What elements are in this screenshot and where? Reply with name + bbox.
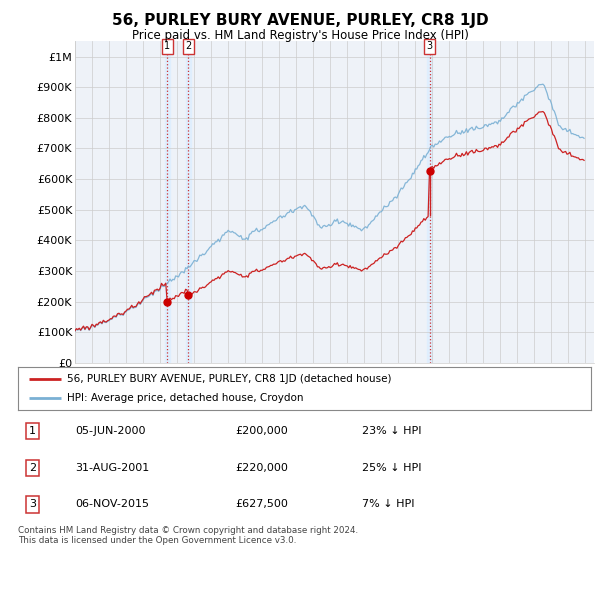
Text: 2: 2	[185, 41, 191, 51]
Text: £220,000: £220,000	[236, 463, 289, 473]
Bar	[186, 41, 191, 363]
Text: Price paid vs. HM Land Registry's House Price Index (HPI): Price paid vs. HM Land Registry's House …	[131, 29, 469, 42]
Text: 1: 1	[164, 41, 170, 51]
Text: HPI: Average price, detached house, Croydon: HPI: Average price, detached house, Croy…	[67, 394, 303, 404]
Bar	[165, 41, 170, 363]
Text: 3: 3	[29, 500, 36, 509]
Text: £627,500: £627,500	[236, 500, 289, 509]
Text: 56, PURLEY BURY AVENUE, PURLEY, CR8 1JD: 56, PURLEY BURY AVENUE, PURLEY, CR8 1JD	[112, 13, 488, 28]
Text: 05-JUN-2000: 05-JUN-2000	[76, 427, 146, 436]
Text: 23% ↓ HPI: 23% ↓ HPI	[362, 427, 421, 436]
Text: 06-NOV-2015: 06-NOV-2015	[76, 500, 149, 509]
Text: 25% ↓ HPI: 25% ↓ HPI	[362, 463, 421, 473]
Text: 3: 3	[427, 41, 433, 51]
Text: £200,000: £200,000	[236, 427, 289, 436]
Text: Contains HM Land Registry data © Crown copyright and database right 2024.
This d: Contains HM Land Registry data © Crown c…	[18, 526, 358, 545]
Text: 7% ↓ HPI: 7% ↓ HPI	[362, 500, 415, 509]
Text: 31-AUG-2001: 31-AUG-2001	[76, 463, 149, 473]
Text: 56, PURLEY BURY AVENUE, PURLEY, CR8 1JD (detached house): 56, PURLEY BURY AVENUE, PURLEY, CR8 1JD …	[67, 373, 391, 384]
Bar	[427, 41, 433, 363]
Text: 2: 2	[29, 463, 36, 473]
Text: 1: 1	[29, 427, 36, 436]
